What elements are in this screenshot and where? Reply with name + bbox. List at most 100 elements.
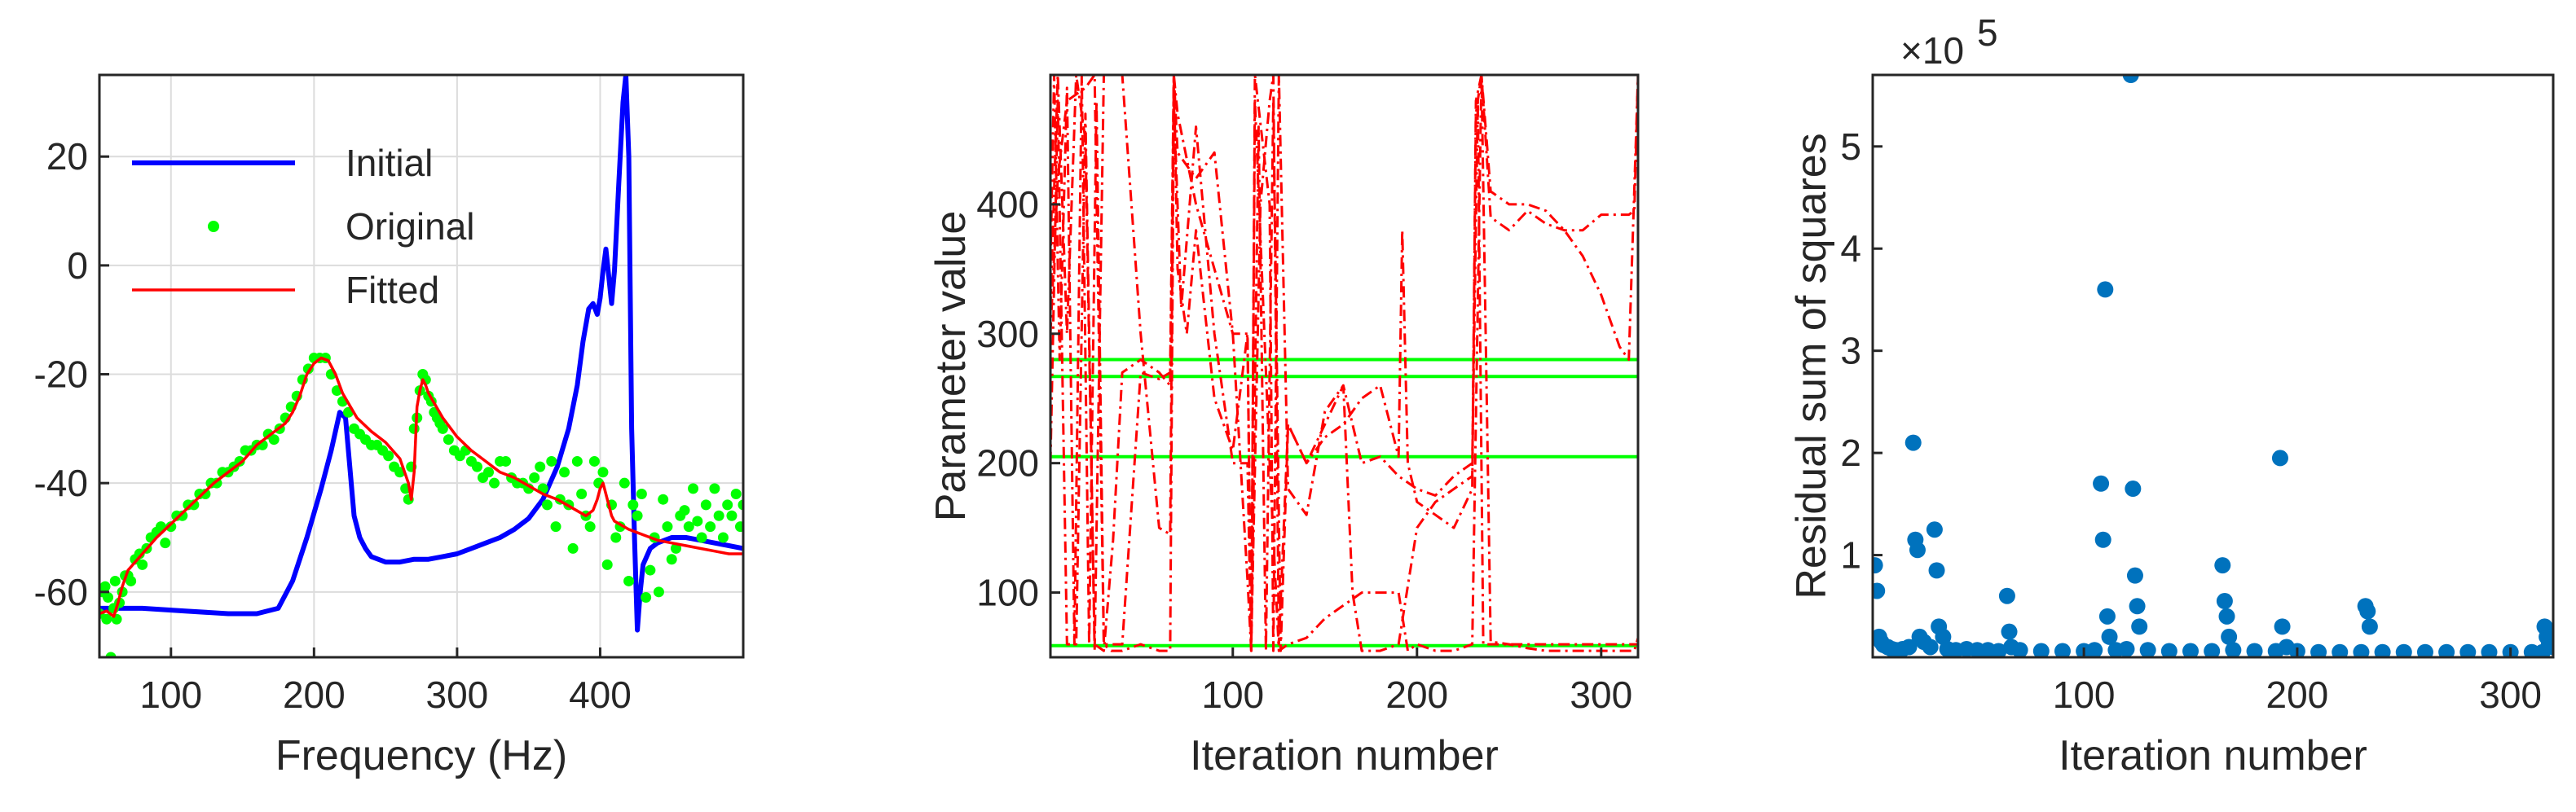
series-0-point — [2097, 281, 2114, 298]
legend-label-initial: Initial — [346, 142, 433, 184]
original-point — [576, 489, 588, 500]
original-point — [137, 559, 148, 570]
series-0-point — [2011, 642, 2028, 657]
parameter-history-chart: 100 200 300 100 200 300 400 Iteration number Par… — [927, 73, 1640, 779]
series-0-point — [2361, 618, 2378, 635]
original-point — [165, 521, 177, 533]
y-tick-label: -60 — [34, 571, 88, 613]
original-point — [641, 591, 652, 603]
y-axis-label: Residual sum of squares — [1788, 133, 1835, 599]
original-point — [160, 538, 171, 549]
y-tick-label: 20 — [46, 135, 88, 178]
series-0-point — [2274, 618, 2291, 635]
y-tick-label: 4 — [1840, 227, 1861, 270]
series-0-point — [2459, 643, 2477, 657]
original-point — [688, 483, 699, 494]
series-0-point — [2131, 618, 2148, 635]
series-0-point — [2438, 643, 2455, 657]
original-point — [705, 521, 716, 533]
y-tick-label: -20 — [34, 353, 88, 396]
y-tick-label: 5 — [1840, 125, 1861, 168]
original-point — [666, 554, 677, 565]
original-point — [188, 499, 200, 511]
x-axis-label: Frequency (Hz) — [275, 732, 567, 779]
original-point — [408, 423, 420, 434]
series-0-point — [2118, 640, 2135, 657]
y-tick-label: 400 — [976, 183, 1039, 226]
series-0-point — [2129, 598, 2146, 615]
original-point — [645, 564, 656, 576]
series-0-point — [2214, 557, 2231, 574]
legend-label-original: Original — [346, 205, 475, 248]
original-point — [692, 516, 703, 527]
original-point — [734, 521, 743, 533]
y-axis-label: Parameter value — [927, 211, 975, 522]
series-0-point — [1909, 542, 1926, 559]
original-point — [726, 510, 738, 521]
original-point — [268, 434, 280, 446]
axes-box — [1871, 73, 2555, 659]
series-0-point — [2221, 628, 2238, 645]
original-point — [636, 489, 647, 500]
legend-label-fitted: Fitted — [346, 269, 439, 311]
original-point — [101, 613, 112, 625]
series-0-point — [2310, 643, 2327, 657]
original-point — [700, 499, 711, 511]
series-0-point — [2098, 608, 2116, 625]
original-point — [200, 489, 211, 500]
x-axis-label: Iteration number — [2059, 732, 2367, 779]
original-point — [177, 510, 188, 521]
original-point — [99, 581, 111, 592]
original-point — [623, 575, 635, 586]
series-0-point — [2216, 593, 2233, 610]
initial-line — [99, 75, 743, 633]
x-tick-label: 100 — [1201, 674, 1264, 716]
x-axis-label: Iteration number — [1190, 732, 1499, 779]
series-0-point — [2359, 603, 2376, 620]
series-0-point — [1904, 434, 1922, 451]
original-point — [559, 467, 570, 478]
original-point — [597, 467, 609, 478]
original-point — [670, 542, 681, 554]
original-point — [550, 521, 561, 533]
series-0-point — [2416, 643, 2433, 657]
original-point — [443, 434, 454, 446]
series-0-point — [1926, 521, 1943, 538]
original-point — [619, 477, 630, 489]
original-point — [679, 505, 690, 516]
series-0-point — [2101, 628, 2118, 645]
y-tick-label: 1 — [1840, 534, 1861, 577]
series-0-point — [2545, 639, 2553, 656]
x-tick-label: 200 — [1385, 674, 1448, 716]
series-0-point — [2374, 643, 2391, 657]
legend-marker-original — [208, 221, 219, 232]
series-0-point — [1998, 587, 2015, 604]
original-point — [546, 455, 557, 467]
series-0-point — [1935, 628, 1952, 645]
original-point — [601, 559, 613, 570]
original-point — [529, 472, 540, 483]
y-tick-label: 200 — [976, 442, 1039, 485]
y-axis-multiplier-exponent: 5 — [1977, 11, 1998, 54]
series-0-point — [2481, 643, 2498, 657]
series-0-point — [2001, 623, 2018, 640]
y-tick-label: 100 — [976, 572, 1039, 614]
series-0-point — [2271, 450, 2288, 467]
series-0-point — [2395, 643, 2412, 657]
series-0-point — [2139, 642, 2156, 657]
series-0-point — [2182, 643, 2200, 657]
series-3-line — [1050, 75, 1638, 652]
original-point — [437, 423, 448, 434]
fitted-line — [99, 356, 743, 618]
original-point — [541, 499, 553, 511]
original-point — [738, 499, 743, 511]
series-0-point — [1873, 582, 1886, 599]
original-point — [627, 499, 639, 511]
plot-area — [99, 75, 743, 657]
original-point — [588, 455, 600, 467]
x-tick-label: 100 — [2053, 674, 2116, 716]
original-point — [610, 532, 622, 543]
y-tick-label: -40 — [34, 462, 88, 504]
series-2-line — [1050, 75, 1638, 652]
legend: Initial Original Fitted — [132, 142, 475, 311]
